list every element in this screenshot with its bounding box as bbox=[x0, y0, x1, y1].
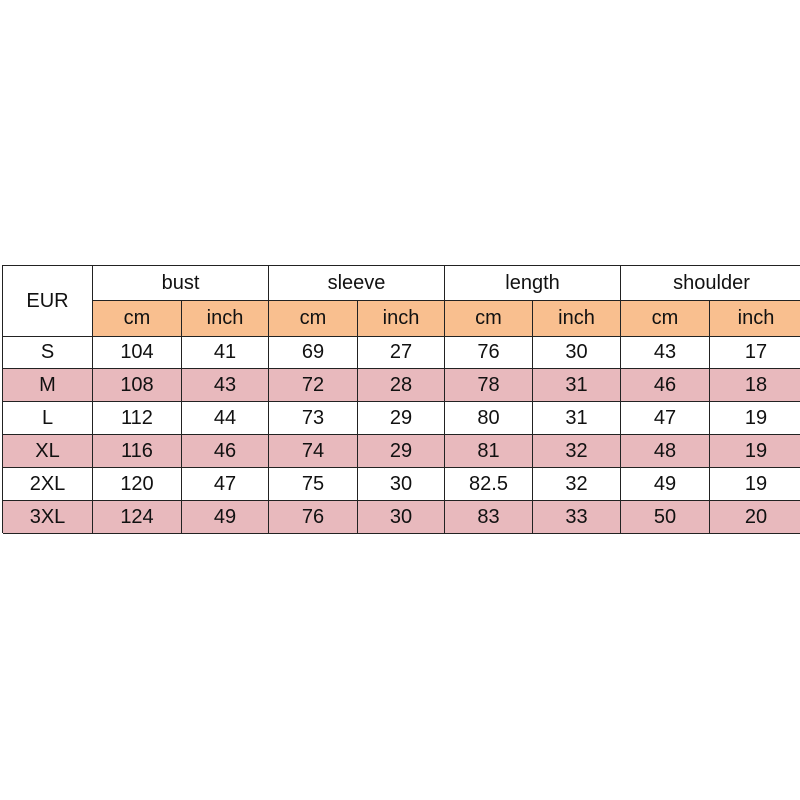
unit-header: cm bbox=[445, 301, 533, 337]
measurement: 32 bbox=[533, 468, 621, 501]
measurement: 112 bbox=[93, 402, 182, 435]
measurement: 20 bbox=[710, 501, 800, 534]
size-label: L bbox=[3, 402, 93, 435]
measurement: 46 bbox=[182, 435, 269, 468]
measurement: 124 bbox=[93, 501, 182, 534]
measurement: 29 bbox=[358, 435, 445, 468]
unit-header: inch bbox=[533, 301, 621, 337]
measurement: 43 bbox=[621, 337, 710, 369]
measurement: 74 bbox=[269, 435, 358, 468]
measurement: 76 bbox=[269, 501, 358, 534]
corner-header: EUR bbox=[3, 266, 93, 337]
measurement: 83 bbox=[445, 501, 533, 534]
group-header: sleeve bbox=[269, 266, 445, 301]
measurement: 78 bbox=[445, 369, 533, 402]
measurement: 30 bbox=[358, 468, 445, 501]
measurement: 19 bbox=[710, 435, 800, 468]
size-label: S bbox=[3, 337, 93, 369]
group-header: length bbox=[445, 266, 621, 301]
measurement: 108 bbox=[93, 369, 182, 402]
measurement: 120 bbox=[93, 468, 182, 501]
size-label: XL bbox=[3, 435, 93, 468]
measurement: 46 bbox=[621, 369, 710, 402]
measurement: 76 bbox=[445, 337, 533, 369]
group-header: bust bbox=[93, 266, 269, 301]
measurement: 31 bbox=[533, 402, 621, 435]
measurement: 69 bbox=[269, 337, 358, 369]
measurement: 43 bbox=[182, 369, 269, 402]
measurement: 81 bbox=[445, 435, 533, 468]
measurement: 80 bbox=[445, 402, 533, 435]
measurement: 82.5 bbox=[445, 468, 533, 501]
measurement: 47 bbox=[182, 468, 269, 501]
size-label: 2XL bbox=[3, 468, 93, 501]
measurement: 41 bbox=[182, 337, 269, 369]
measurement: 49 bbox=[621, 468, 710, 501]
measurement: 30 bbox=[358, 501, 445, 534]
measurement: 32 bbox=[533, 435, 621, 468]
size-table: EUR bust sleeve length shoulder cm inch cm inch c… bbox=[2, 265, 800, 534]
unit-header: cm bbox=[93, 301, 182, 337]
measurement: 104 bbox=[93, 337, 182, 369]
size-label: M bbox=[3, 369, 93, 402]
measurement: 72 bbox=[269, 369, 358, 402]
measurement: 116 bbox=[93, 435, 182, 468]
measurement: 28 bbox=[358, 369, 445, 402]
unit-header: inch bbox=[710, 301, 800, 337]
unit-header: inch bbox=[358, 301, 445, 337]
measurement: 31 bbox=[533, 369, 621, 402]
measurement: 29 bbox=[358, 402, 445, 435]
measurement: 48 bbox=[621, 435, 710, 468]
measurement: 75 bbox=[269, 468, 358, 501]
measurement: 44 bbox=[182, 402, 269, 435]
group-header: shoulder bbox=[621, 266, 800, 301]
measurement: 73 bbox=[269, 402, 358, 435]
measurement: 19 bbox=[710, 402, 800, 435]
measurement: 47 bbox=[621, 402, 710, 435]
measurement: 18 bbox=[710, 369, 800, 402]
measurement: 49 bbox=[182, 501, 269, 534]
measurement: 50 bbox=[621, 501, 710, 534]
unit-header: cm bbox=[269, 301, 358, 337]
measurement: 27 bbox=[358, 337, 445, 369]
unit-header: cm bbox=[621, 301, 710, 337]
size-label: 3XL bbox=[3, 501, 93, 534]
unit-header: inch bbox=[182, 301, 269, 337]
measurement: 17 bbox=[710, 337, 800, 369]
measurement: 33 bbox=[533, 501, 621, 534]
measurement: 19 bbox=[710, 468, 800, 501]
measurement: 30 bbox=[533, 337, 621, 369]
